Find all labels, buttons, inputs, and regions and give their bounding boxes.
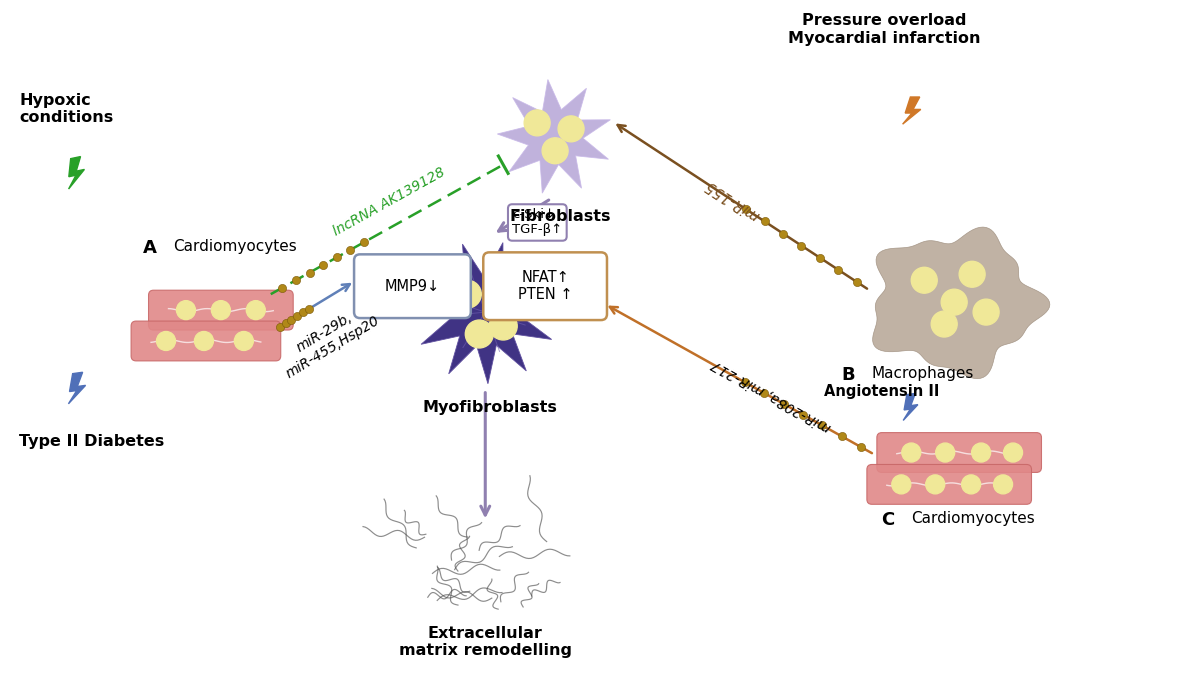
Circle shape (973, 299, 1000, 325)
Point (774, 228, 793, 239)
Point (792, 240, 811, 251)
Circle shape (194, 332, 214, 350)
Point (755, 216, 774, 227)
Circle shape (901, 443, 920, 462)
FancyBboxPatch shape (866, 464, 1032, 504)
Circle shape (211, 301, 230, 319)
Polygon shape (902, 97, 920, 124)
Point (812, 420, 832, 431)
Circle shape (176, 301, 196, 319)
Text: Hypoxic
conditions: Hypoxic conditions (19, 93, 114, 125)
Point (774, 398, 793, 409)
Point (282, 314, 301, 325)
Point (341, 245, 360, 255)
Circle shape (892, 475, 911, 494)
Polygon shape (68, 372, 85, 404)
Text: Myofibroblasts: Myofibroblasts (422, 400, 558, 415)
Text: A: A (143, 239, 157, 257)
Circle shape (234, 332, 253, 350)
Circle shape (454, 280, 481, 308)
Circle shape (493, 293, 521, 320)
FancyBboxPatch shape (484, 252, 607, 320)
Text: Fibroblasts: Fibroblasts (509, 208, 611, 224)
Point (270, 321, 289, 332)
Polygon shape (414, 243, 556, 384)
FancyBboxPatch shape (354, 254, 470, 318)
Point (276, 317, 295, 328)
Point (847, 276, 866, 287)
Text: Macrophages: Macrophages (871, 366, 973, 381)
Circle shape (490, 312, 517, 340)
Point (737, 204, 756, 215)
Text: Type II Diabetes: Type II Diabetes (19, 433, 164, 449)
Circle shape (911, 268, 937, 293)
Point (354, 237, 373, 248)
Point (328, 252, 347, 263)
Text: B: B (841, 366, 856, 384)
Circle shape (466, 320, 493, 348)
Circle shape (931, 311, 958, 337)
Text: Angiotensin II: Angiotensin II (824, 384, 940, 399)
Polygon shape (497, 80, 611, 193)
Text: Cardiomyocytes: Cardiomyocytes (911, 512, 1036, 526)
Point (272, 282, 292, 293)
Point (299, 303, 318, 314)
Text: miR-155: miR-155 (702, 177, 762, 224)
FancyBboxPatch shape (131, 321, 281, 361)
Point (793, 409, 812, 420)
Circle shape (524, 110, 550, 136)
Text: MMP9↓: MMP9↓ (385, 279, 440, 294)
Text: c-Ski↓
TGF-β↑: c-Ski↓ TGF-β↑ (512, 208, 563, 237)
Circle shape (925, 475, 944, 494)
Polygon shape (68, 156, 84, 189)
Circle shape (246, 301, 265, 319)
Polygon shape (904, 394, 918, 421)
Circle shape (558, 116, 584, 142)
Text: C: C (881, 512, 894, 529)
Point (828, 264, 847, 275)
Text: Cardiomyocytes: Cardiomyocytes (173, 239, 296, 254)
Text: Pressure overload
Myocardial infarction: Pressure overload Myocardial infarction (788, 13, 980, 46)
Circle shape (994, 475, 1013, 494)
Point (736, 377, 755, 388)
Point (287, 275, 306, 286)
Text: miR-29b,
miR-455,Hsp20: miR-29b, miR-455,Hsp20 (275, 299, 382, 381)
Circle shape (961, 475, 980, 494)
Point (294, 307, 313, 318)
FancyBboxPatch shape (149, 290, 293, 330)
Point (313, 259, 332, 270)
Point (851, 441, 870, 452)
Text: lncRNA AK139128: lncRNA AK139128 (330, 164, 446, 238)
Circle shape (959, 262, 985, 287)
Circle shape (936, 443, 955, 462)
Text: NFAT↑
PTEN ↑: NFAT↑ PTEN ↑ (518, 270, 572, 303)
FancyBboxPatch shape (877, 433, 1042, 472)
Circle shape (542, 137, 568, 164)
Circle shape (1003, 443, 1022, 462)
Circle shape (941, 289, 967, 315)
Text: Extracellular
matrix remodelling: Extracellular matrix remodelling (398, 625, 571, 658)
Circle shape (156, 332, 175, 350)
Polygon shape (872, 227, 1050, 379)
Point (288, 311, 307, 321)
Point (832, 431, 851, 441)
Point (300, 267, 319, 278)
Circle shape (972, 443, 990, 462)
Point (810, 252, 829, 263)
Text: miR-208a, miR-217: miR-208a, miR-217 (709, 356, 833, 434)
Point (755, 388, 774, 398)
